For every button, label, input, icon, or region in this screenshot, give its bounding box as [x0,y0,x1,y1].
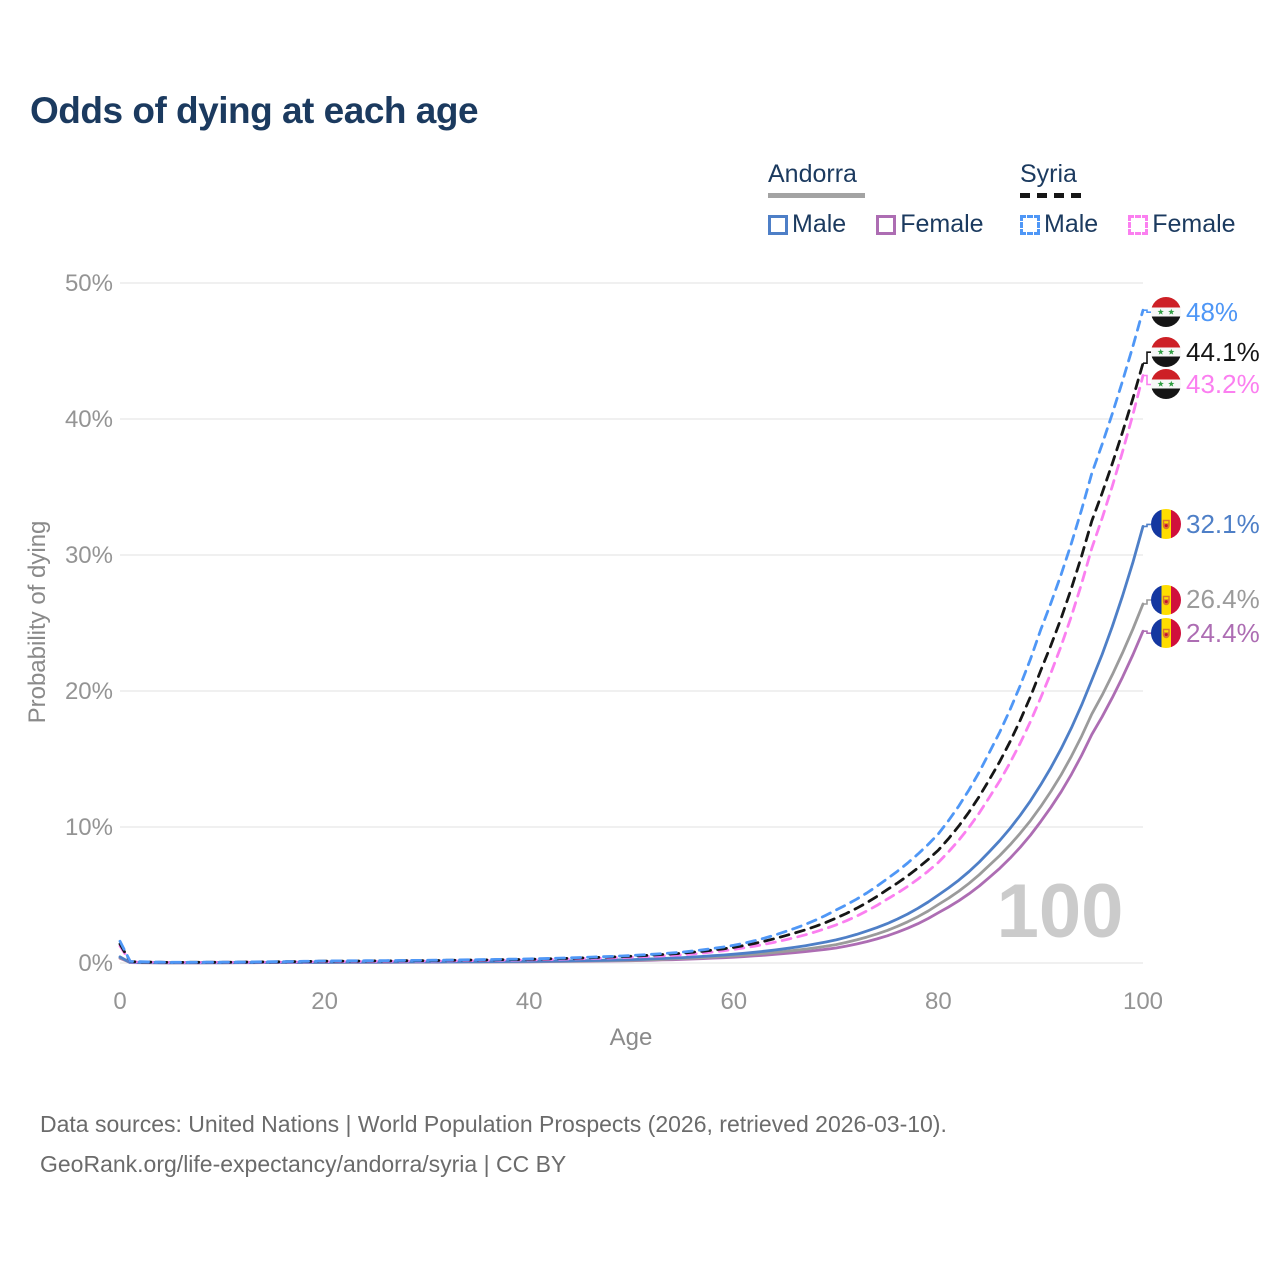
x-tick-0: 0 [113,988,127,1015]
y-tick-10%: 10% [64,814,113,841]
legend-label: Female [900,210,984,238]
page-title: Odds of dying at each age [30,90,479,131]
label-connector [1143,523,1151,528]
label-connector [1143,630,1151,634]
end-label-andorra-female: 24.4% [1151,617,1260,649]
andorra-flag-icon [1151,509,1181,540]
syria-flag-icon [1151,337,1181,368]
y-tick-20%: 20% [64,678,113,705]
andorra-flag-icon [1151,584,1181,615]
label-connector [1143,599,1151,605]
x-axis-title: Age [609,1024,653,1051]
end-label-value: 32.1% [1186,508,1260,539]
legend-item-andorra-female[interactable]: Female [876,210,984,239]
legend-item-andorra-male[interactable]: Male [768,210,846,239]
end-label-syria-total: 44.1% [1151,336,1260,368]
legend-item-syria-female[interactable]: Female [1128,210,1236,239]
andorra-line-style-sample [768,193,865,198]
footer: Data sources: United Nations | World Pop… [40,1104,947,1184]
andorra-flag-icon [1151,618,1181,649]
legend-country-syria: Syria [1020,160,1077,188]
end-label-value: 44.1% [1186,336,1260,367]
syria-flag-icon [1151,369,1181,400]
footer-data-sources: Data sources: United Nations | World Pop… [40,1111,947,1137]
x-tick-40: 40 [515,988,543,1015]
end-label-syria-female: 43.2% [1151,368,1260,400]
legend-item-syria-male[interactable]: Male [1020,210,1098,239]
andorra-male-swatch-icon [768,214,788,235]
y-axis-title: Probability of dying [24,520,51,724]
legend-country-andorra: Andorra [768,160,857,188]
end-label-andorra-male: 32.1% [1151,508,1260,540]
end-label-value: 26.4% [1186,584,1260,615]
x-tick-60: 60 [720,988,748,1015]
end-label-andorra-total: 26.4% [1151,584,1260,616]
syria-female-swatch-icon [1128,214,1149,235]
series-line-syria-male [118,308,1145,964]
x-tick-80: 80 [925,988,952,1015]
andorra-female-swatch-icon [876,214,897,235]
label-connector [1143,309,1151,313]
x-tick-100: 100 [1122,988,1164,1015]
syria-male-swatch-icon [1020,214,1040,235]
age-counter-watermark: 100 [996,869,1124,954]
legend-label: Male [1044,210,1099,238]
label-connector [1143,351,1151,364]
y-tick-50%: 50% [64,270,113,297]
end-label-syria-male: 48% [1151,296,1238,328]
legend-label: Male [792,210,847,238]
y-tick-30%: 30% [64,542,113,569]
x-tick-20: 20 [311,988,338,1015]
footer-attribution: GeoRank.org/life-expectancy/andorra/syri… [40,1151,567,1177]
end-label-value: 48% [1186,296,1239,327]
y-tick-40%: 40% [64,406,113,433]
legend-group-syria: Syria Male Female [1020,160,1260,239]
legend-label: Female [1152,210,1236,238]
end-label-value: 43.2% [1186,368,1260,399]
syria-flag-icon [1151,297,1181,328]
syria-line-style-sample [1020,193,1082,198]
legend-group-andorra: Andorra Male Female [768,160,1008,239]
label-connector [1143,374,1151,386]
y-tick-0%: 0% [78,950,113,977]
end-label-value: 24.4% [1186,617,1260,648]
